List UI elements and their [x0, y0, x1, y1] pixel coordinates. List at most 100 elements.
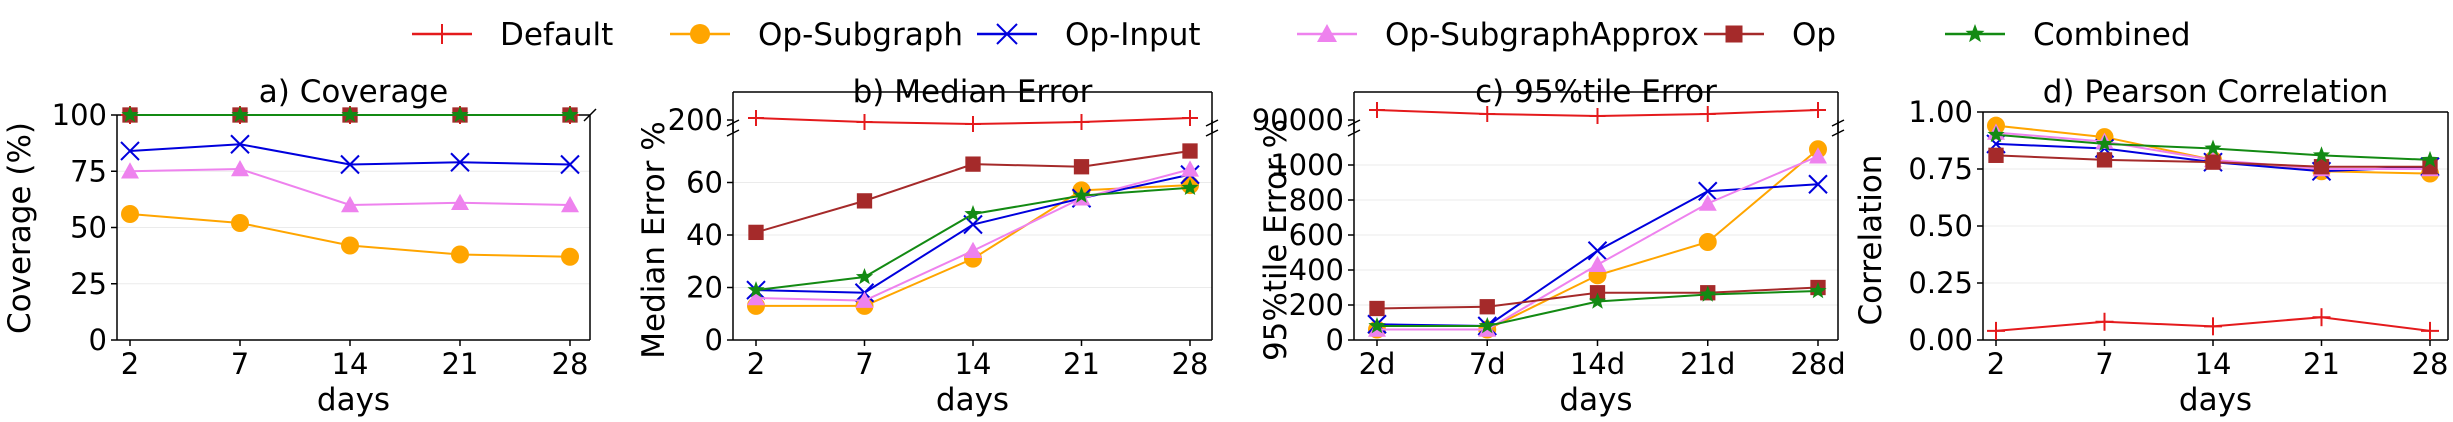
- x-tick-label: 28d: [1790, 347, 1845, 381]
- x-tick-label: 2: [747, 347, 765, 381]
- legend-marker-star: [1965, 24, 1985, 43]
- data-point: [2312, 146, 2331, 163]
- data-point: [1588, 292, 1607, 309]
- data-point: [2421, 321, 2439, 340]
- y-axis-label: Correlation: [1853, 155, 1889, 326]
- data-point: [1698, 194, 1717, 211]
- x-tick-label: 7: [2095, 347, 2113, 381]
- series-op-subgraphapprox: [121, 160, 579, 213]
- data-point: [2205, 154, 2221, 170]
- legend-item-default: Default: [412, 17, 613, 53]
- data-point: [1808, 174, 1828, 194]
- data-point-default: [748, 110, 764, 126]
- data-point: [747, 289, 765, 306]
- y-tick-label: 0.00: [1908, 323, 1973, 357]
- data-point: [964, 205, 982, 222]
- axis-break-mark: [1205, 129, 1219, 137]
- data-point: [120, 141, 140, 161]
- data-point: [1809, 282, 1827, 299]
- y-tick-label: 800: [1289, 183, 1344, 217]
- data-point: [855, 268, 874, 285]
- series-op-subgraph: [121, 205, 579, 266]
- data-point: [1479, 299, 1495, 315]
- panel-title: a) Coverage: [259, 74, 448, 110]
- y-tick-label: 0: [705, 323, 723, 357]
- x-tick-label: 14d: [1570, 347, 1625, 381]
- y-tick-label: 60: [686, 166, 723, 200]
- y-tick-label: 200: [1289, 288, 1344, 322]
- series-combined: [747, 178, 1199, 298]
- data-point: [2313, 159, 2330, 175]
- series-combined: [1987, 125, 2439, 168]
- x-tick-label: 14: [332, 347, 369, 381]
- data-point: [451, 245, 469, 264]
- data-point: [1698, 233, 1717, 251]
- x-tick-label: 21d: [1680, 347, 1735, 381]
- data-point: [2096, 152, 2113, 168]
- data-point: [1072, 186, 1091, 203]
- data-point: [1182, 143, 1198, 159]
- data-point: [1368, 317, 1386, 334]
- data-point-default: [1369, 102, 1385, 118]
- data-point: [1987, 125, 2005, 143]
- x-axis-label: days: [317, 382, 390, 418]
- y-tick-label: 200: [668, 103, 723, 137]
- legend-item-combined: Combined: [1945, 17, 2191, 53]
- data-point: [231, 214, 249, 232]
- data-point-default: [856, 114, 873, 130]
- data-point: [1369, 300, 1385, 317]
- data-point: [561, 247, 579, 266]
- data-point: [1073, 159, 1090, 175]
- panel-title: b) Median Error: [853, 74, 1093, 110]
- series-line: [755, 186, 1191, 292]
- x-axis-label: days: [1559, 382, 1632, 418]
- legend-label: Op-Input: [1065, 17, 1201, 53]
- legend-marker-circle: [690, 24, 710, 44]
- axis-break-mark: [726, 129, 740, 137]
- data-point: [560, 154, 580, 175]
- series-combined: [1368, 282, 1827, 334]
- data-point: [2095, 312, 2114, 331]
- legend-marker-triangle: [1317, 24, 1337, 42]
- data-point: [231, 160, 249, 177]
- data-point: [121, 106, 139, 123]
- x-tick-label: 21: [2303, 347, 2340, 381]
- data-point-default: [1699, 106, 1716, 122]
- series-op-input: [120, 134, 580, 175]
- data-point: [1478, 317, 1496, 334]
- data-point: [1698, 181, 1718, 201]
- data-point: [341, 196, 359, 213]
- axis-break-mark: [583, 108, 597, 122]
- series-op-subgraph: [1368, 140, 1827, 339]
- legend-marker-x: [996, 23, 1018, 45]
- y-tick-label: 25: [70, 267, 107, 301]
- panel-median: 200 0 20 40 60 2 7 14 21 28 b) Median Error days Med…: [636, 74, 1219, 418]
- data-point: [561, 106, 579, 123]
- data-point: [2204, 139, 2222, 156]
- axis-break-mark: [1347, 119, 1361, 127]
- panel-coverage: 0 25 50 75 100 2 7 14 21 28 a) Coverage days Coverag…: [2, 74, 597, 418]
- data-point: [1987, 321, 2005, 340]
- data-point-default: [1589, 108, 1606, 124]
- x-axis-label: days: [936, 382, 1009, 418]
- x-tick-label: 28: [552, 347, 589, 381]
- x-tick-label: 7d: [1469, 347, 1506, 381]
- y-axis-label: Coverage (%): [2, 122, 38, 334]
- x-tick-label: 2: [1987, 347, 2005, 381]
- x-tick-label: 28: [1172, 347, 1209, 381]
- data-point-default: [1182, 110, 1198, 126]
- panel-title: d) Pearson Correlation: [2043, 74, 2389, 110]
- data-point: [561, 196, 579, 213]
- data-point: [2095, 134, 2114, 152]
- x-tick-label: 7: [231, 347, 249, 381]
- legend-label: Default: [500, 17, 613, 53]
- data-point: [2312, 308, 2331, 327]
- data-point: [965, 156, 981, 172]
- y-tick-label: 20: [686, 271, 723, 305]
- data-point: [1699, 285, 1717, 302]
- y-tick-label: 0: [89, 323, 107, 357]
- data-point: [855, 291, 874, 308]
- legend-item-op-subgraphapprox: Op-SubgraphApprox: [1297, 17, 1699, 53]
